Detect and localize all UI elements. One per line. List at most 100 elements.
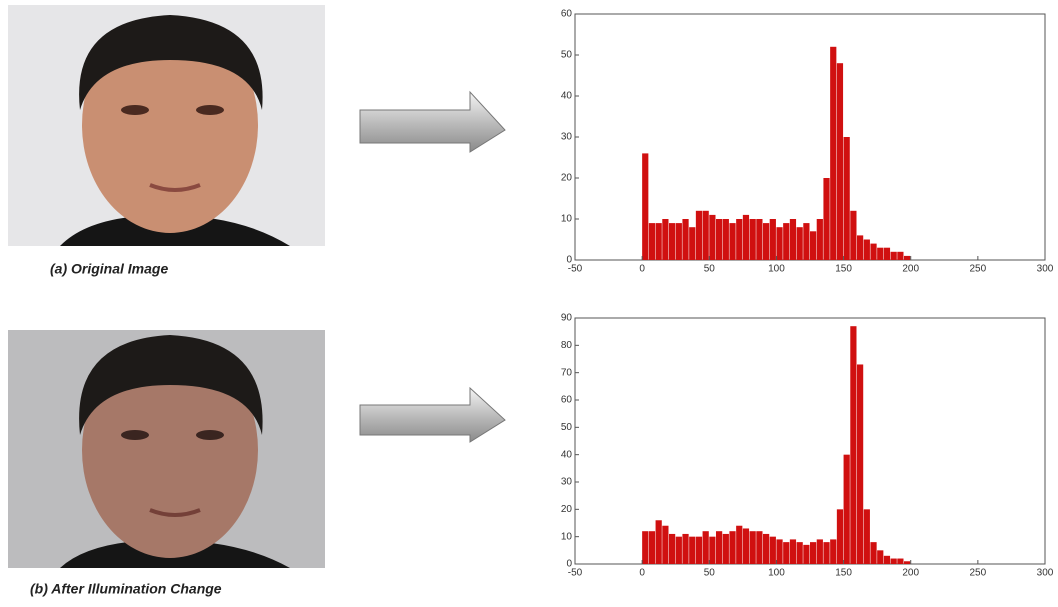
- x-tick-label: 150: [835, 264, 852, 275]
- histogram-bar: [783, 223, 790, 260]
- histogram-bar: [904, 561, 911, 564]
- y-tick-label: 20: [561, 173, 573, 184]
- histogram-bar: [769, 219, 776, 260]
- histogram-bar: [850, 326, 857, 564]
- histogram-bar: [648, 223, 656, 260]
- histogram-bar: [695, 536, 703, 564]
- histogram-bar: [709, 536, 716, 564]
- histogram-bar: [870, 542, 877, 564]
- histogram-bar: [722, 219, 729, 260]
- x-tick-label: 100: [768, 264, 785, 275]
- y-tick-label: 60: [561, 395, 573, 406]
- histogram-bar: [863, 239, 870, 260]
- histogram-bar: [675, 536, 682, 564]
- histogram-bar: [816, 539, 823, 564]
- histogram-bar: [796, 542, 803, 564]
- histogram-bar: [689, 536, 696, 564]
- histogram-bar: [729, 531, 736, 564]
- y-tick-label: 50: [561, 422, 573, 433]
- histogram-bar: [662, 525, 669, 564]
- histogram-bar: [702, 531, 709, 564]
- x-tick-label: 0: [639, 568, 645, 579]
- x-tick-label: 300: [1037, 264, 1054, 275]
- histogram-bar: [756, 219, 763, 260]
- x-tick-label: 250: [970, 568, 987, 579]
- y-tick-label: 30: [561, 132, 573, 143]
- histogram-bar: [836, 63, 844, 261]
- y-tick-label: 70: [561, 367, 573, 378]
- histogram-bar: [709, 214, 716, 260]
- histogram-bar: [729, 223, 736, 260]
- histogram-bar: [897, 251, 904, 260]
- histogram-bar: [662, 219, 669, 260]
- histogram-bar: [877, 247, 884, 260]
- histogram-bar: [883, 555, 891, 564]
- histogram-bar: [904, 255, 911, 260]
- photo-original: [8, 5, 325, 246]
- histogram-bar: [816, 219, 823, 260]
- histogram-bar: [669, 223, 676, 260]
- y-tick-label: 10: [561, 531, 573, 542]
- x-tick-label: 50: [704, 568, 716, 579]
- histogram-bar: [890, 251, 897, 260]
- y-tick-label: 10: [561, 214, 573, 225]
- arrow: [359, 386, 506, 443]
- histogram-bar: [776, 539, 783, 564]
- histogram-bar: [655, 520, 662, 564]
- histogram-bar: [749, 219, 756, 260]
- histogram-bar: [716, 219, 723, 260]
- histogram-bar: [689, 227, 696, 260]
- histogram-bar: [769, 536, 776, 564]
- x-tick-label: -50: [568, 568, 583, 579]
- histogram-bar: [682, 533, 689, 564]
- x-tick-label: 0: [639, 264, 645, 275]
- histogram-bar: [857, 364, 864, 564]
- histogram-bar: [763, 533, 770, 564]
- plot-area: [574, 317, 1046, 565]
- histogram-bar: [783, 542, 790, 564]
- x-tick-label: 50: [704, 264, 716, 275]
- histogram-bar: [776, 227, 783, 260]
- histogram-bar: [682, 219, 689, 260]
- histogram-bar: [702, 210, 709, 260]
- histogram-bar: [823, 542, 830, 564]
- histogram-bar: [648, 531, 656, 564]
- x-tick-label: 200: [902, 568, 919, 579]
- histogram-bar: [823, 178, 830, 260]
- histogram-bar: [836, 509, 844, 564]
- histogram-bar: [883, 247, 891, 260]
- x-tick-label: 300: [1037, 568, 1054, 579]
- histogram-bar: [749, 531, 756, 564]
- histogram-bar: [789, 219, 797, 260]
- photo-illumination: [8, 330, 325, 568]
- histogram-bar: [642, 531, 649, 564]
- y-tick-label: 60: [561, 9, 573, 20]
- x-tick-label: 200: [902, 264, 919, 275]
- histogram-bar: [843, 137, 850, 260]
- histogram-bar: [756, 531, 763, 564]
- histogram-bar: [789, 539, 797, 564]
- histogram-bar: [850, 210, 857, 260]
- histogram-bar: [870, 243, 877, 260]
- y-tick-label: 0: [566, 255, 572, 266]
- histogram-bar: [843, 454, 850, 564]
- y-tick-label: 30: [561, 477, 573, 488]
- histogram-bar: [695, 210, 703, 260]
- histogram-bar: [830, 46, 837, 260]
- histogram-bar: [897, 558, 904, 564]
- histogram-bar: [655, 223, 662, 260]
- y-tick-label: 50: [561, 50, 573, 61]
- histogram-bar: [803, 223, 810, 260]
- histogram-bar: [857, 235, 864, 260]
- caption: (a) Original Image: [50, 261, 168, 277]
- arrow: [359, 90, 506, 153]
- histogram-bar: [642, 153, 649, 260]
- x-tick-label: 150: [835, 568, 852, 579]
- histogram-bar: [890, 558, 897, 564]
- histogram-bar: [810, 542, 817, 564]
- y-tick-label: 80: [561, 340, 573, 351]
- y-tick-label: 90: [561, 313, 573, 324]
- y-tick-label: 20: [561, 504, 573, 515]
